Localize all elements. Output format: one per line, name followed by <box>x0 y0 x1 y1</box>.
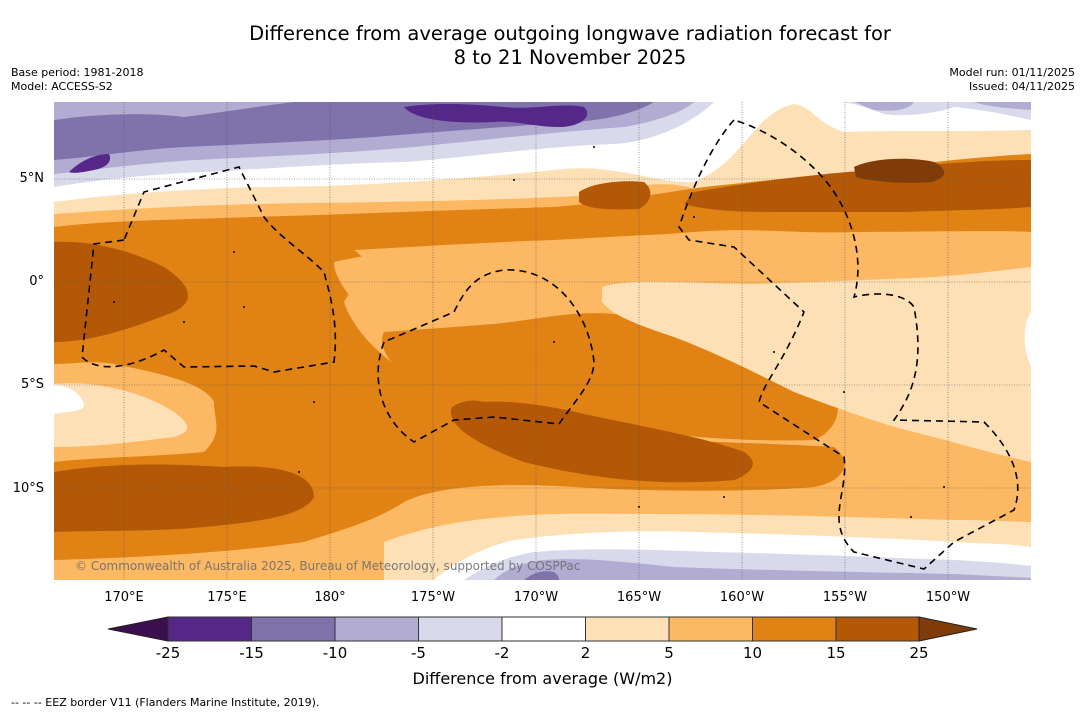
colorbar-extend-high <box>918 616 978 642</box>
colorbar-segment-5-10 <box>668 616 753 642</box>
band-above-25-north <box>854 158 945 183</box>
band-2-5-west <box>54 383 188 447</box>
colorbar-tick: -5 <box>411 644 426 662</box>
colorbar <box>108 616 978 642</box>
model-name: Model: ACCESS-S2 <box>11 80 113 93</box>
band-15-25-southwest <box>54 464 314 532</box>
issued-date: Issued: 04/11/2025 <box>968 80 1075 93</box>
colorbar-extend-low <box>108 616 169 642</box>
lat-label-5n: 5°N <box>19 171 45 186</box>
colorbar-tick: 15 <box>826 644 846 662</box>
colorbar-tick: -25 <box>155 644 181 662</box>
islands <box>113 146 945 518</box>
lon-label-175w: 175°W <box>410 590 456 605</box>
band-2-5-east <box>602 267 1031 462</box>
eez-borders <box>81 119 1019 570</box>
band-minus5-minus10-south <box>494 559 1031 580</box>
colorbar-tick: 5 <box>664 644 674 662</box>
lon-label-150w: 150°W <box>925 590 971 605</box>
map-canvas <box>54 102 1031 580</box>
map-title: Difference from average outgoing longwav… <box>0 22 1085 70</box>
eez-border-line-islands <box>678 119 1019 570</box>
lon-label-170w: 170°W <box>513 590 559 605</box>
band-15-25-west <box>54 241 188 342</box>
colorbar-tick: -15 <box>239 644 264 662</box>
olr-anomaly-map <box>54 102 1031 580</box>
eez-border-kiribati-gilberts <box>81 166 337 373</box>
model-run: Model run: 01/11/2025 <box>949 66 1075 79</box>
colorbar-segment-15-25 <box>835 616 920 642</box>
gridlines <box>54 102 1031 580</box>
lon-label-175e: 175°E <box>207 590 247 605</box>
band-minus15-minus25-north-b <box>69 154 111 173</box>
band-neutral-west <box>54 384 84 414</box>
colorbar-segment-2-5 <box>585 616 670 642</box>
meta-right: Model run: 01/11/2025 Issued: 04/11/2025 <box>949 66 1075 94</box>
base-period: Base period: 1981-2018 <box>11 66 144 79</box>
colorbar-tick: 2 <box>580 644 591 662</box>
colorbar-segment--5--2 <box>418 616 503 642</box>
lon-label-160w: 160°W <box>719 590 765 605</box>
band-minus10-minus15-south <box>524 571 559 580</box>
meta-left: Base period: 1981-2018 Model: ACCESS-S2 <box>11 66 143 94</box>
colorbar-tick: -2 <box>494 644 510 662</box>
colorbar-tick: 10 <box>742 644 763 662</box>
lon-label-180: 180° <box>314 590 346 605</box>
colorbar-segment--10--5 <box>334 616 419 642</box>
colorbar-segment-10-15 <box>752 616 837 642</box>
band-minus15-minus25-north-a <box>404 103 588 127</box>
lat-label-0: 0° <box>29 274 44 289</box>
lon-label-165w: 165°W <box>616 590 662 605</box>
lat-label-5s: 5°S <box>20 377 44 392</box>
band-15-25-central <box>451 401 753 482</box>
band-neutral-east <box>1024 312 1031 367</box>
colorbar-label: Difference from average (W/m2) <box>412 669 673 688</box>
lat-label-10s: 10°S <box>12 481 44 496</box>
colorbar-segment--25--15 <box>167 616 252 642</box>
lon-label-155w: 155°W <box>822 590 868 605</box>
band-15-25-north-small <box>579 181 651 210</box>
colorbar-tick: 25 <box>909 644 929 662</box>
eez-legend-footnote: -- -- -- EEZ border V11 (Flanders Marine… <box>11 696 320 709</box>
colorbar-segment--2-2 <box>501 616 586 642</box>
title-line-1: Difference from average outgoing longwav… <box>249 22 891 45</box>
eez-border-tuvalu-kiribati <box>377 269 595 443</box>
colorbar-segment--15--10 <box>251 616 336 642</box>
colorbar-tick: -10 <box>322 644 348 662</box>
lon-label-170e: 170°E <box>104 590 144 605</box>
copyright-notice: © Commonwealth of Australia 2025, Bureau… <box>75 559 581 573</box>
title-line-2: 8 to 21 November 2025 <box>453 46 687 69</box>
